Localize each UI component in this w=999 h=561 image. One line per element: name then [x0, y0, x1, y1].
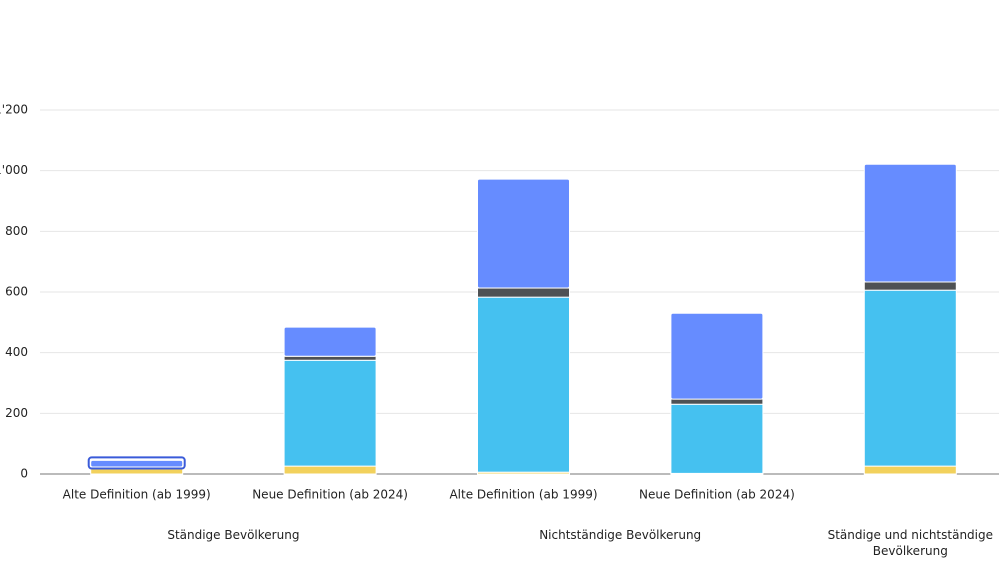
bar-segment [283, 355, 377, 361]
y-tick-label: 1'000 [0, 163, 28, 177]
bar-segment [477, 178, 570, 289]
bar-segment [670, 312, 764, 400]
y-tick-label: 1'200 [0, 103, 28, 117]
y-tick-label: 600 [5, 285, 28, 299]
y-tick-label: 200 [5, 406, 28, 420]
bar-segment [477, 296, 570, 473]
bar-segment [863, 281, 957, 291]
group-label: Ständige und nichtständige Bevölkerung [827, 528, 993, 558]
bar-segment [283, 359, 377, 467]
bar-segment [477, 287, 570, 298]
bar-segment [283, 465, 377, 475]
bar-segment [863, 289, 957, 467]
bar-segment [670, 398, 764, 405]
bar-segment [863, 163, 957, 283]
y-tick-label: 800 [5, 224, 28, 238]
bar-segment [670, 403, 764, 474]
x-tick-label: Neue Definition (ab 2024) [252, 488, 408, 502]
y-tick-label: 0 [20, 467, 28, 481]
bar-segment [90, 459, 184, 468]
group-label: Nichtständige Bevölkerung [539, 528, 702, 542]
bar-segment [283, 326, 377, 357]
x-tick-label: Neue Definition (ab 2024) [639, 488, 795, 502]
y-tick-label: 400 [5, 345, 28, 359]
x-tick-label: Alte Definition (ab 1999) [63, 488, 211, 502]
bar-segment [863, 465, 957, 475]
group-label: Ständige Bevölkerung [167, 528, 300, 542]
highlight-outline [87, 456, 186, 470]
x-tick-label: Alte Definition (ab 1999) [449, 488, 597, 502]
